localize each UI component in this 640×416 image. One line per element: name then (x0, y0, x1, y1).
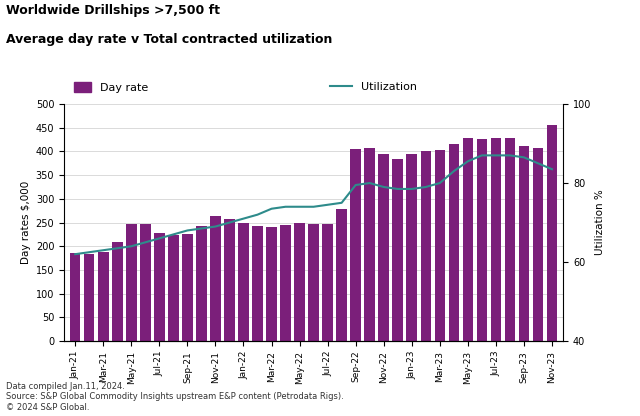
Bar (224, 219, 235, 341)
Legend: Day rate: Day rate (70, 77, 152, 97)
Bar (505, 138, 515, 341)
Bar (323, 223, 333, 341)
Legend: Utilization: Utilization (326, 78, 422, 97)
Bar (308, 223, 319, 341)
Bar (435, 150, 445, 341)
Bar (210, 216, 221, 341)
Bar (126, 224, 136, 341)
Bar (84, 254, 95, 341)
Bar (196, 226, 207, 341)
Bar (518, 146, 529, 341)
Bar (337, 209, 347, 341)
Bar (420, 151, 431, 341)
Bar (70, 253, 81, 341)
Bar (477, 139, 487, 341)
Bar (182, 234, 193, 341)
Bar (449, 144, 459, 341)
Bar (491, 138, 501, 341)
Bar (351, 149, 361, 341)
Bar (168, 235, 179, 341)
Bar (252, 226, 263, 341)
Bar (532, 148, 543, 341)
Bar (98, 252, 109, 341)
Bar (280, 225, 291, 341)
Text: Data compiled Jan.11, 2024.
Source: S&P Global Commodity Insights upstream E&P c: Data compiled Jan.11, 2024. Source: S&P … (6, 382, 344, 412)
Bar (547, 125, 557, 341)
Text: Worldwide Drillships >7,500 ft: Worldwide Drillships >7,500 ft (6, 4, 220, 17)
Bar (406, 154, 417, 341)
Bar (112, 242, 122, 341)
Text: Average day rate v Total contracted utilization: Average day rate v Total contracted util… (6, 33, 333, 46)
Y-axis label: Utilization %: Utilization % (595, 190, 605, 255)
Bar (266, 227, 276, 341)
Bar (238, 223, 249, 341)
Bar (392, 159, 403, 341)
Bar (364, 148, 375, 341)
Bar (154, 233, 164, 341)
Bar (378, 154, 389, 341)
Bar (294, 223, 305, 341)
Bar (140, 225, 150, 341)
Bar (463, 138, 473, 341)
Y-axis label: Day rates $,000: Day rates $,000 (22, 181, 31, 264)
